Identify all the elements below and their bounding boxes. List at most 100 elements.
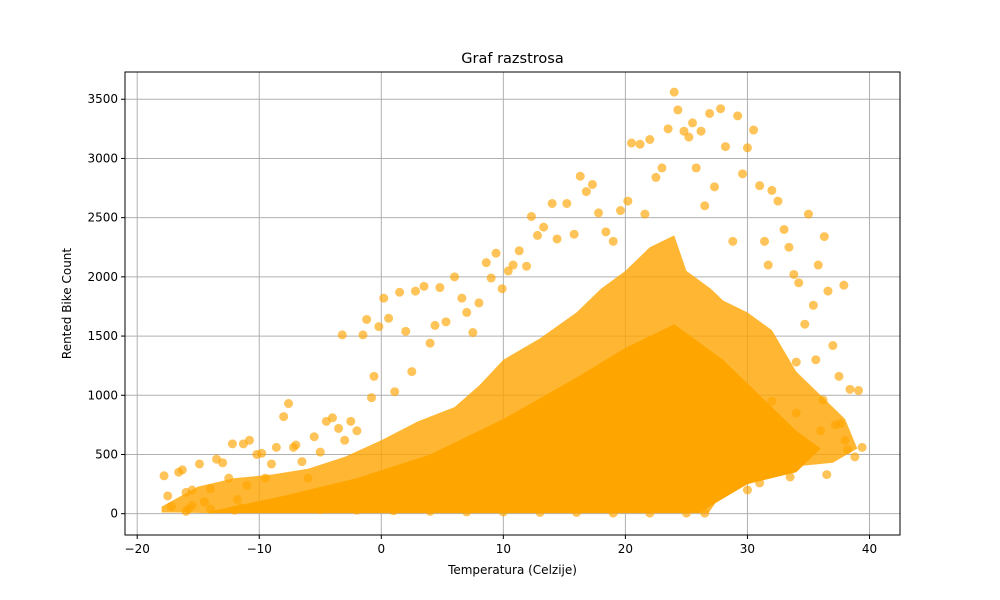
data-point xyxy=(419,281,429,291)
x-tick-label: −10 xyxy=(247,542,272,556)
data-point xyxy=(163,491,173,501)
data-point xyxy=(828,341,838,351)
data-point xyxy=(679,126,689,136)
data-point xyxy=(430,320,440,330)
data-point xyxy=(390,387,400,397)
data-point xyxy=(651,172,661,182)
data-point xyxy=(187,485,197,495)
data-point xyxy=(562,198,572,208)
data-point xyxy=(816,426,826,436)
data-point xyxy=(803,209,813,219)
data-point xyxy=(535,508,545,518)
data-point xyxy=(374,322,384,332)
data-point xyxy=(700,508,710,518)
data-point xyxy=(224,473,234,483)
data-point xyxy=(572,508,582,518)
data-point xyxy=(669,355,679,365)
density-core xyxy=(210,324,821,514)
data-point xyxy=(369,371,379,381)
data-point xyxy=(675,438,685,448)
x-tick-label: 40 xyxy=(862,542,877,556)
data-point xyxy=(181,506,191,516)
data-points xyxy=(159,87,867,518)
data-point xyxy=(382,499,392,509)
data-point xyxy=(389,506,399,516)
data-point xyxy=(236,503,246,513)
data-point xyxy=(232,494,242,504)
data-point xyxy=(594,208,604,218)
data-point xyxy=(497,284,507,294)
data-point xyxy=(257,448,267,458)
data-point xyxy=(718,378,728,388)
data-point xyxy=(843,445,853,455)
plot-frame xyxy=(124,71,901,536)
data-point xyxy=(271,442,281,452)
data-point xyxy=(346,416,356,426)
data-point xyxy=(635,139,645,149)
x-tick-label: −20 xyxy=(125,542,150,556)
data-point xyxy=(857,442,867,452)
data-point xyxy=(818,395,828,405)
data-point xyxy=(498,423,508,433)
data-point xyxy=(645,361,655,371)
y-tick-label: 1500 xyxy=(87,329,118,343)
data-point xyxy=(297,457,307,467)
data-point xyxy=(773,196,783,206)
data-point xyxy=(681,508,691,518)
data-point xyxy=(626,138,636,148)
data-point xyxy=(462,507,472,517)
data-point xyxy=(620,373,630,383)
data-point xyxy=(205,484,215,494)
data-point xyxy=(244,435,254,445)
x-axis-ticks: −20 −10 0 10 20 30 40 xyxy=(125,535,877,556)
data-point xyxy=(419,498,429,508)
data-point xyxy=(565,491,575,501)
data-point xyxy=(663,124,673,134)
data-point xyxy=(539,222,549,232)
data-point xyxy=(733,111,743,121)
data-point xyxy=(716,104,726,114)
data-point xyxy=(645,134,655,144)
data-point xyxy=(763,260,773,270)
data-point xyxy=(340,435,350,445)
data-point xyxy=(738,169,748,179)
data-point xyxy=(694,367,704,377)
data-point xyxy=(705,108,715,118)
data-point xyxy=(379,293,389,303)
data-point xyxy=(327,413,337,423)
y-tick-label: 2500 xyxy=(87,211,118,225)
data-point xyxy=(254,502,264,512)
y-tick-label: 500 xyxy=(95,447,118,461)
data-point xyxy=(700,201,710,211)
data-point xyxy=(706,402,716,412)
y-tick-label: 0 xyxy=(110,507,118,521)
data-point xyxy=(813,260,823,270)
data-point xyxy=(177,465,187,475)
data-point xyxy=(425,506,435,516)
data-point xyxy=(334,500,344,510)
data-point xyxy=(514,246,524,256)
data-point xyxy=(285,502,295,512)
data-point xyxy=(435,283,445,293)
data-point xyxy=(791,357,801,367)
data-point xyxy=(395,287,405,297)
y-tick-label: 1000 xyxy=(87,388,118,402)
data-point xyxy=(819,232,829,242)
data-point xyxy=(384,313,394,323)
data-point xyxy=(684,132,694,142)
data-point xyxy=(401,326,411,336)
data-point xyxy=(688,118,698,128)
data-point xyxy=(358,330,368,340)
data-point xyxy=(468,328,478,338)
data-point xyxy=(735,449,745,459)
data-point xyxy=(623,196,633,206)
data-point xyxy=(303,491,313,501)
data-point xyxy=(547,402,557,412)
data-point xyxy=(227,439,237,449)
data-point xyxy=(785,472,795,482)
data-point xyxy=(742,384,752,394)
data-point xyxy=(767,185,777,195)
data-point xyxy=(850,452,860,462)
data-point xyxy=(376,473,386,483)
